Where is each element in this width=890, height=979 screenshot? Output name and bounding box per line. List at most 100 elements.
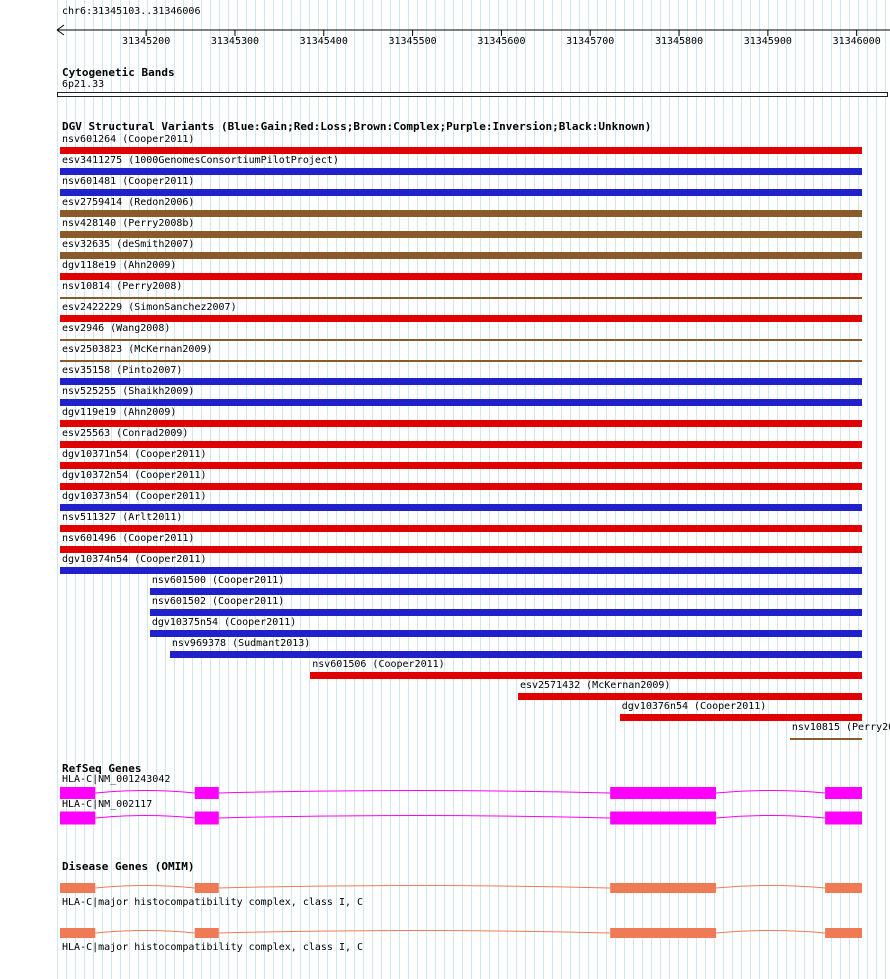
ruler-line [56, 24, 65, 31]
exon-box[interactable] [610, 811, 717, 825]
variant-bar[interactable] [60, 297, 862, 299]
variant-bar[interactable] [60, 420, 862, 427]
variant-label[interactable]: nsv10815 (Perry2008) [791, 722, 890, 733]
variant-bar[interactable] [517, 693, 862, 700]
ruler-tick-label: 31345900 [743, 36, 792, 47]
exon-box[interactable] [194, 811, 219, 825]
variant-label[interactable]: nsv601496 (Cooper2011) [62, 533, 195, 544]
variant-label[interactable]: nsv601481 (Cooper2011) [62, 176, 195, 187]
variant-bar[interactable] [60, 273, 862, 280]
exon-box[interactable] [825, 811, 862, 825]
variant-label[interactable]: esv2422229 (SimonSanchez2007) [62, 302, 237, 313]
variant-row: dgv10376n54 (Cooper2011) [0, 701, 890, 722]
variant-bar[interactable] [60, 504, 862, 511]
variant-bar[interactable] [619, 714, 862, 721]
variant-label[interactable]: nsv10814 (Perry2008) [62, 281, 183, 292]
variant-bar[interactable] [60, 360, 862, 362]
exon-box[interactable] [194, 787, 219, 799]
exon-box[interactable] [194, 883, 219, 893]
variant-row: dgv10372n54 (Cooper2011) [0, 470, 890, 491]
exon-box[interactable] [60, 883, 96, 893]
variant-label[interactable]: dgv10371n54 (Cooper2011) [62, 449, 207, 460]
gene-label[interactable]: HLA-C|NM_001243042 [62, 774, 171, 785]
variant-label[interactable]: esv2571432 (McKernan2009) [519, 680, 671, 691]
variant-label[interactable]: esv2759414 (Redon2006) [62, 197, 195, 208]
refseq-gene-structure[interactable] [60, 809, 862, 827]
variant-label[interactable]: dgv118e19 (Ahn2009) [62, 260, 177, 271]
variant-label[interactable]: nsv525255 (Shaikh2009) [62, 386, 195, 397]
variant-bar[interactable] [149, 588, 862, 595]
variant-row: nsv601500 (Cooper2011) [0, 575, 890, 596]
variant-label[interactable]: nsv969378 (Sudmant2013) [171, 638, 311, 649]
ruler-tick-label: 31345500 [388, 36, 437, 47]
cytoband-section-title: Cytogenetic Bands [62, 66, 175, 79]
variant-bar[interactable] [60, 168, 862, 175]
refseq-gene-structure[interactable] [60, 784, 862, 802]
variant-bar[interactable] [789, 738, 862, 740]
variant-bar[interactable] [60, 399, 862, 406]
exon-box[interactable] [610, 883, 717, 893]
variant-bar[interactable] [60, 189, 862, 196]
variant-bar[interactable] [310, 672, 862, 679]
omim-gene-structure[interactable] [60, 879, 862, 897]
variant-label[interactable]: nsv601506 (Cooper2011) [312, 659, 445, 670]
variant-row: esv3411275 (1000GenomesConsortiumPilotPr… [0, 155, 890, 176]
variant-label[interactable]: nsv601502 (Cooper2011) [151, 596, 285, 607]
dgv-section-title: DGV Structural Variants (Blue:Gain;Red:L… [62, 120, 652, 133]
gene-label[interactable]: HLA-C|major histocompatibility complex, … [62, 897, 364, 908]
omim-gene-structure[interactable] [60, 924, 862, 942]
variant-label[interactable]: dgv10374n54 (Cooper2011) [62, 554, 207, 565]
exon-box[interactable] [60, 811, 96, 825]
variant-row: nsv601264 (Cooper2011) [0, 134, 890, 155]
variant-bar[interactable] [60, 462, 862, 469]
variant-label[interactable]: esv3411275 (1000GenomesConsortiumPilotPr… [62, 155, 339, 166]
variant-bar[interactable] [60, 525, 862, 532]
variant-label[interactable]: esv2946 (Wang2008) [62, 323, 171, 334]
exon-box[interactable] [194, 928, 219, 938]
variant-bar[interactable] [60, 231, 862, 238]
variant-bar[interactable] [60, 546, 862, 553]
variant-bar[interactable] [149, 609, 862, 616]
variant-label[interactable]: esv2503823 (McKernan2009) [62, 344, 213, 355]
variant-label[interactable]: esv35158 (Pinto2007) [62, 365, 183, 376]
exon-box[interactable] [825, 787, 862, 799]
variant-bar[interactable] [60, 147, 862, 154]
variant-label[interactable]: nsv428140 (Perry2008b) [62, 218, 195, 229]
variant-bar[interactable] [60, 483, 862, 490]
exon-box[interactable] [60, 928, 96, 938]
variant-bar[interactable] [60, 441, 862, 448]
variant-label[interactable]: nsv601264 (Cooper2011) [62, 134, 195, 145]
ruler-tick-label: 31345800 [654, 36, 704, 47]
variant-bar[interactable] [60, 315, 862, 322]
gene-label[interactable]: HLA-C|NM_002117 [62, 799, 153, 810]
variant-label[interactable]: dgv10373n54 (Cooper2011) [62, 491, 207, 502]
exon-box[interactable] [60, 787, 96, 799]
variant-row: nsv10815 (Perry2008) [0, 722, 890, 743]
variant-label[interactable]: dgv10372n54 (Cooper2011) [62, 470, 207, 481]
variant-label[interactable]: esv32635 (deSmith2007) [62, 239, 195, 250]
variant-label[interactable]: nsv511327 (Arlt2011) [62, 512, 183, 523]
variant-label[interactable]: esv25563 (Conrad2009) [62, 428, 189, 439]
variant-bar[interactable] [60, 252, 862, 259]
exon-box[interactable] [825, 883, 862, 893]
gene-label[interactable]: HLA-C|major histocompatibility complex, … [62, 942, 364, 953]
variant-label[interactable]: nsv601500 (Cooper2011) [151, 575, 285, 586]
variant-bar[interactable] [60, 378, 862, 385]
exon-box[interactable] [825, 928, 862, 938]
ruler-tick-label: 31345700 [566, 36, 615, 47]
variant-bar[interactable] [169, 651, 862, 658]
variant-label[interactable]: dgv10375n54 (Cooper2011) [151, 617, 297, 628]
variant-label[interactable]: dgv119e19 (Ahn2009) [62, 407, 177, 418]
variant-bar[interactable] [149, 630, 862, 637]
variant-label[interactable]: dgv10376n54 (Cooper2011) [621, 701, 767, 712]
variant-bar[interactable] [60, 567, 862, 574]
exon-box[interactable] [610, 787, 717, 799]
variant-bar[interactable] [60, 210, 862, 217]
exon-box[interactable] [610, 928, 717, 938]
variant-row: dgv119e19 (Ahn2009) [0, 407, 890, 428]
intron-connector [95, 930, 195, 934]
variant-bar[interactable] [60, 339, 862, 341]
variant-row: esv2571432 (McKernan2009) [0, 680, 890, 701]
cytoband-bar[interactable] [57, 92, 888, 97]
